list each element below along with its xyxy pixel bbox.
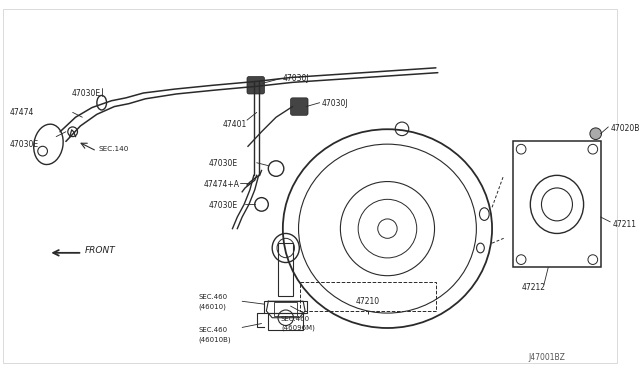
Text: J47001BZ: J47001BZ bbox=[528, 353, 564, 362]
Text: SEC.140: SEC.140 bbox=[99, 146, 129, 152]
Circle shape bbox=[590, 128, 602, 140]
Bar bbox=[278, 243, 294, 296]
Text: (46010B): (46010B) bbox=[198, 336, 231, 343]
Text: (46010): (46010) bbox=[198, 303, 227, 310]
Text: SEC.460: SEC.460 bbox=[281, 316, 310, 322]
Text: SEC.460: SEC.460 bbox=[198, 295, 228, 301]
Text: 47020B: 47020B bbox=[610, 124, 639, 133]
FancyBboxPatch shape bbox=[291, 98, 308, 115]
Bar bbox=[513, 141, 600, 267]
Text: 47030E: 47030E bbox=[208, 202, 237, 211]
Bar bbox=[268, 313, 303, 330]
Bar bbox=[264, 301, 307, 313]
Text: 47474: 47474 bbox=[10, 108, 34, 116]
Text: 47212: 47212 bbox=[522, 283, 546, 292]
Text: 47030J: 47030J bbox=[283, 74, 310, 83]
Text: (46096M): (46096M) bbox=[281, 324, 315, 331]
Text: 47474+A: 47474+A bbox=[204, 180, 239, 189]
FancyBboxPatch shape bbox=[247, 77, 264, 94]
Text: SEC.460: SEC.460 bbox=[198, 327, 228, 333]
Text: 47030E: 47030E bbox=[10, 140, 39, 148]
Text: 47401: 47401 bbox=[223, 120, 247, 129]
Text: 47030E: 47030E bbox=[208, 159, 237, 168]
Text: 47210: 47210 bbox=[356, 297, 380, 306]
Text: 47030E: 47030E bbox=[72, 89, 101, 98]
Text: 47211: 47211 bbox=[612, 220, 636, 229]
Bar bbox=[300, 282, 436, 311]
Text: FRONT: FRONT bbox=[85, 246, 116, 255]
Bar bbox=[274, 302, 298, 316]
Text: 47030J: 47030J bbox=[321, 99, 348, 108]
